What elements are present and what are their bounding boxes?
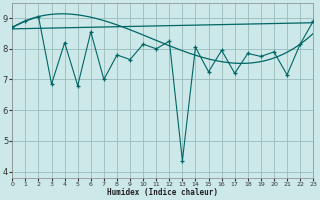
X-axis label: Humidex (Indice chaleur): Humidex (Indice chaleur): [107, 188, 218, 197]
